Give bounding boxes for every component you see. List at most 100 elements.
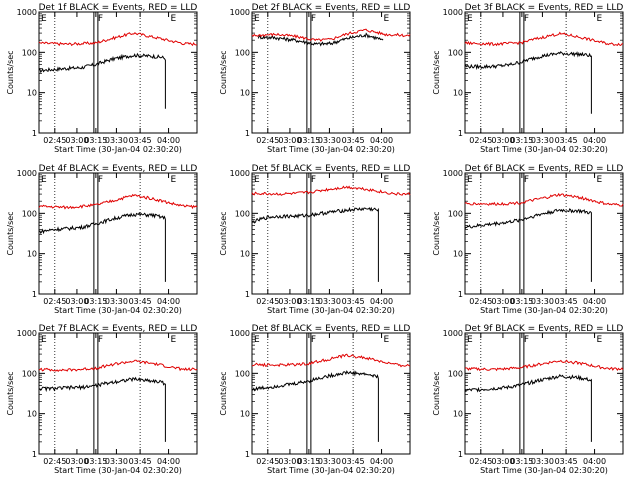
x-tick-label: 03:30 (531, 457, 554, 466)
y-tick-label: 100 (448, 369, 463, 378)
x-tick-label: 03:00 (278, 136, 301, 145)
x-tick-label: 04:00 (157, 297, 180, 306)
y-tick-label: 1 (32, 450, 37, 459)
y-tick-label: 10 (240, 89, 250, 98)
plot-title: Det 6f BLACK = Events, RED = LLD (465, 164, 624, 174)
y-axis-label: Counts/sec (6, 50, 15, 94)
y-tick-label: 10 (27, 89, 37, 98)
y-tick-label: 1000 (443, 8, 463, 17)
y-tick-label: 1000 (17, 329, 37, 338)
x-tick-label: 03:15 (84, 457, 107, 466)
marker-letter: F (524, 14, 529, 24)
marker-letter: F (524, 335, 529, 345)
plot-frame (38, 172, 198, 295)
series-line-lld (251, 185, 411, 196)
x-tick-label: 03:15 (297, 457, 320, 466)
x-tick-label: 04:00 (583, 457, 606, 466)
x-tick-label: 03:45 (342, 457, 365, 466)
marker-letter: E (41, 175, 47, 185)
marker-letter: E (171, 14, 177, 24)
series-line-events (464, 51, 592, 114)
series-line-events (38, 52, 166, 121)
x-tick-label: 03:45 (129, 136, 152, 145)
y-axis-label: Counts/sec (6, 371, 15, 415)
x-tick-label: 02:45 (43, 457, 66, 466)
x-tick-label: 03:15 (84, 297, 107, 306)
x-tick-label: 02:45 (256, 297, 279, 306)
y-tick-label: 1 (32, 129, 37, 138)
y-tick-label: 1 (32, 290, 37, 299)
x-tick-label: 03:00 (278, 457, 301, 466)
x-tick-label: 03:15 (510, 136, 533, 145)
series-line-lld (251, 28, 411, 42)
x-tick-label: 03:15 (510, 297, 533, 306)
x-tick-label: 03:15 (297, 136, 320, 145)
x-tick-label: 03:45 (555, 457, 578, 466)
x-tick-label: 04:00 (157, 457, 180, 466)
y-tick-label: 1 (245, 450, 250, 459)
y-tick-label: 100 (22, 369, 37, 378)
detector-plot-6: Det 6f BLACK = Events, RED = LLD 1 10 100 10… (432, 164, 624, 315)
x-axis-label: Start Time (30-Jan-04 02:30:20) (480, 306, 608, 315)
marker-letter: E (597, 335, 603, 345)
plot-frame (38, 332, 198, 455)
x-tick-label: 03:45 (129, 297, 152, 306)
y-tick-label: 100 (22, 48, 37, 57)
y-tick-label: 1000 (17, 8, 37, 17)
x-axis-label: Start Time (30-Jan-04 02:30:20) (267, 145, 395, 154)
x-tick-label: 03:30 (531, 297, 554, 306)
series-line-events (464, 373, 592, 442)
y-axis-label: Counts/sec (432, 50, 441, 94)
plot-frame (251, 332, 411, 455)
x-tick-label: 03:00 (278, 297, 301, 306)
marker-letter: E (384, 175, 390, 185)
y-tick-label: 1 (458, 129, 463, 138)
detector-plot-8: Det 8f BLACK = Events, RED = LLD 1 10 100 10… (219, 324, 411, 475)
y-tick-label: 100 (235, 209, 250, 218)
y-tick-label: 1000 (230, 169, 250, 178)
y-tick-label: 1000 (230, 8, 250, 17)
y-tick-label: 100 (448, 209, 463, 218)
x-tick-label: 03:00 (491, 136, 514, 145)
marker-letter: E (41, 14, 47, 24)
y-axis-label: Counts/sec (219, 371, 228, 415)
series-line-lld (38, 193, 198, 210)
plot-frame (251, 11, 411, 134)
detector-plot-9: Det 9f BLACK = Events, RED = LLD 1 10 100 10… (432, 324, 624, 475)
plot-title: Det 7f BLACK = Events, RED = LLD (39, 324, 198, 334)
x-axis-label: Start Time (30-Jan-04 02:30:20) (480, 466, 608, 475)
x-tick-label: 03:30 (105, 136, 128, 145)
x-tick-label: 03:00 (65, 136, 88, 145)
x-tick-label: 03:30 (318, 457, 341, 466)
marker-letter: E (597, 175, 603, 185)
series-line-lld (251, 353, 411, 368)
x-tick-label: 04:00 (370, 457, 393, 466)
x-tick-label: 02:45 (256, 457, 279, 466)
x-tick-label: 04:00 (583, 136, 606, 145)
marker-letter: E (597, 14, 603, 24)
x-tick-label: 03:30 (318, 297, 341, 306)
y-tick-label: 10 (27, 410, 37, 419)
x-tick-label: 03:15 (510, 457, 533, 466)
marker-letter: E (254, 14, 260, 24)
y-tick-label: 1 (458, 450, 463, 459)
x-tick-label: 03:45 (129, 457, 152, 466)
x-axis-label: Start Time (30-Jan-04 02:30:20) (54, 466, 182, 475)
x-axis-label: Start Time (30-Jan-04 02:30:20) (54, 145, 182, 154)
plot-title: Det 5f BLACK = Events, RED = LLD (252, 164, 411, 174)
y-axis-label: Counts/sec (219, 211, 228, 255)
x-tick-label: 04:00 (157, 136, 180, 145)
x-tick-label: 03:30 (105, 297, 128, 306)
y-tick-label: 10 (27, 250, 37, 259)
marker-letter: F (98, 14, 103, 24)
y-axis-label: Counts/sec (6, 211, 15, 255)
y-tick-label: 1 (245, 290, 250, 299)
x-tick-label: 03:00 (65, 297, 88, 306)
x-tick-label: 02:45 (469, 457, 492, 466)
marker-letter: F (98, 335, 103, 345)
marker-letter: E (171, 175, 177, 185)
marker-letter: F (98, 175, 103, 185)
series-line-lld (38, 32, 198, 47)
x-tick-label: 03:30 (531, 136, 554, 145)
x-tick-label: 03:00 (65, 457, 88, 466)
